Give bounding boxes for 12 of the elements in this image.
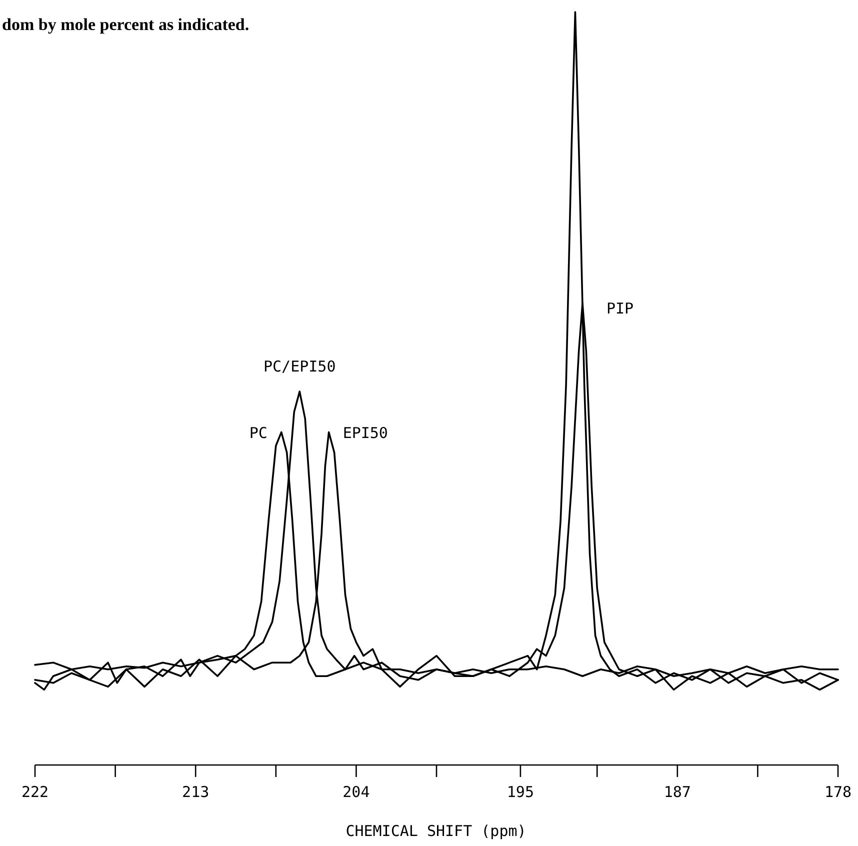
annotation: PIP — [606, 299, 634, 318]
x-tick-label: 213 — [182, 783, 210, 801]
annotation: dom by mole percent as indicated. — [2, 15, 250, 34]
series-label: PC — [249, 424, 268, 442]
series-label: EPI50 — [342, 424, 388, 442]
x-tick-label: 195 — [506, 783, 534, 801]
x-tick-label: 204 — [342, 783, 370, 801]
x-tick-label: 222 — [21, 783, 49, 801]
x-tick-label: 178 — [824, 783, 852, 801]
x-tick-label: 187 — [664, 783, 691, 801]
x-axis-title: CHEMICAL SHIFT (ppm) — [346, 822, 526, 840]
series-label: PC/EPI50 — [264, 358, 336, 376]
